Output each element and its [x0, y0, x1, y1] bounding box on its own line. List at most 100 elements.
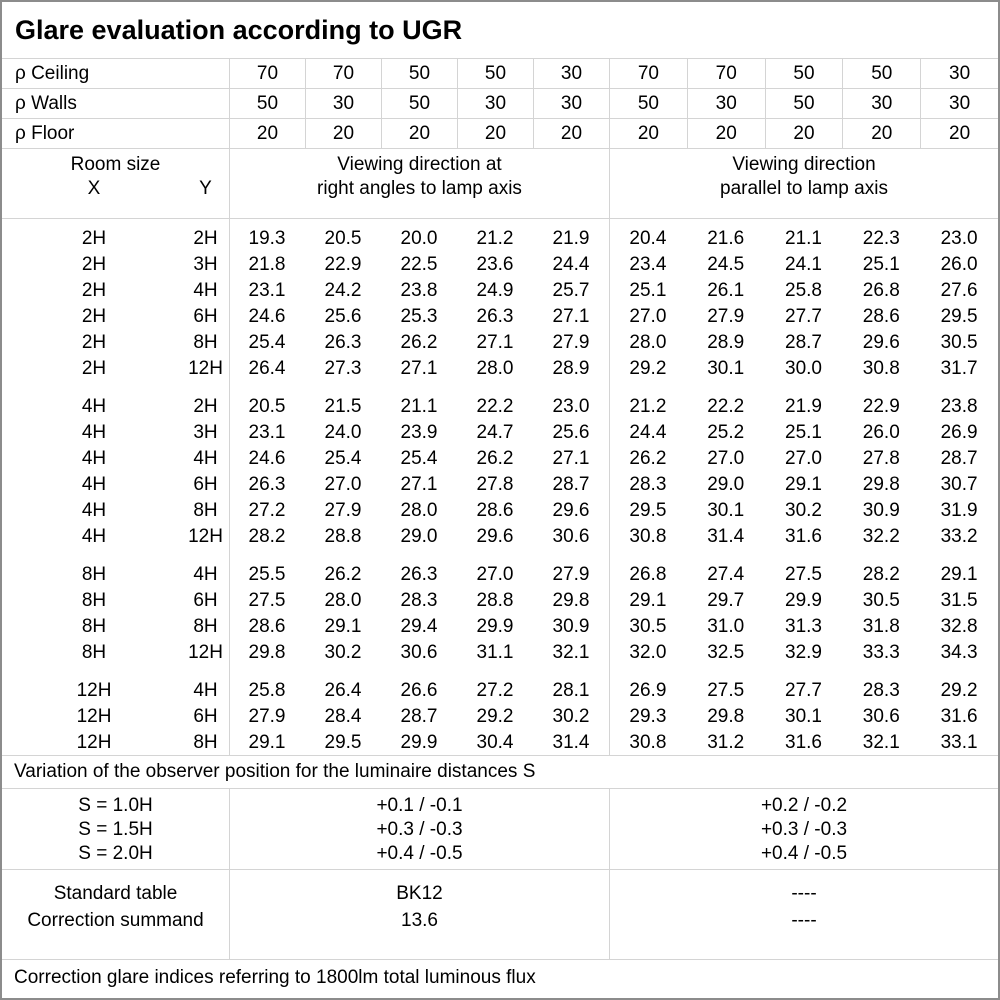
room-x-cell: 2H — [81, 332, 107, 353]
ugr-right-angle-value: 30.9 — [552, 616, 590, 637]
room-x-cell: 4H — [81, 500, 107, 521]
ugr-parallel-value: 32.1 — [862, 732, 900, 753]
x-column-header: X — [87, 178, 101, 199]
ugr-parallel-value: 25.2 — [707, 422, 745, 443]
ugr-parallel-value: 23.4 — [629, 254, 667, 275]
ugr-right-angle-value: 29.1 — [248, 732, 286, 753]
reflectance-value-cell: 30 — [305, 89, 381, 118]
ugr-right-angle-value: 20.0 — [400, 228, 438, 249]
ugr-right-angle-value: 26.3 — [476, 306, 514, 327]
ugr-parallel-value: 30.1 — [785, 706, 822, 727]
spacer — [2, 330, 48, 356]
ugr-right-angle-value: 27.1 — [476, 332, 514, 353]
ugr-parallel-value: 24.1 — [785, 254, 822, 275]
reflectance-value-cell: 20 — [457, 119, 533, 148]
room-y-cell: 2H — [193, 228, 218, 249]
spacer — [2, 588, 48, 614]
ugr-right-angle-value: 29.9 — [476, 616, 514, 637]
ugr-parallel-value: 30.0 — [785, 358, 822, 379]
ugr-right-angle-value: 25.6 — [552, 422, 590, 443]
reflectance-value-cell: 50 — [842, 59, 920, 88]
ugr-parallel-value: 23.0 — [940, 228, 978, 249]
reflectance-row: ρ Floor 20 20 20 20 20 20 20 20 20 20 — [2, 119, 998, 149]
ugr-table-row: 2H 8H 25.4 26.3 26.2 27.1 27.9 28.0 28.9 28.7 29.6… — [2, 330, 998, 356]
spacer — [140, 524, 182, 550]
ugr-right-angle-value: 29.6 — [476, 526, 514, 547]
ugr-parallel-value: 27.9 — [707, 306, 745, 327]
ugr-parallel-value: 30.8 — [629, 526, 667, 547]
ugr-parallel-value: 25.1 — [629, 280, 667, 301]
ugr-right-angle-value: 22.5 — [400, 254, 438, 275]
spacer — [2, 640, 48, 666]
ugr-parallel-value: 30.8 — [862, 358, 900, 379]
ugr-table-row: 12H 4H 25.8 26.4 26.6 27.2 28.1 26.9 27.5 27.7 28.… — [2, 678, 998, 704]
reflectance-value-cell: 50 — [764, 59, 843, 88]
ugr-parallel-value: 30.9 — [862, 500, 900, 521]
room-y-cell: 12H — [188, 526, 223, 547]
ugr-parallel-value: 32.2 — [862, 526, 900, 547]
spacing-value: +0.1 / -0.1 — [376, 795, 463, 816]
ugr-parallel-value: 26.2 — [629, 448, 667, 469]
ugr-right-angle-value: 29.4 — [400, 616, 438, 637]
ugr-right-angle-value: 29.0 — [400, 526, 438, 547]
ugr-right-angle-value: 23.8 — [400, 280, 438, 301]
table-header-row: Room size X Y Viewing direction at right… — [2, 149, 998, 219]
spacer — [140, 330, 182, 356]
ugr-right-angle-value: 24.6 — [248, 306, 286, 327]
reflectance-value-cell: 20 — [533, 119, 609, 148]
spacer — [140, 446, 182, 472]
spacer — [2, 394, 48, 420]
reflectance-value-cell: 20 — [381, 119, 457, 148]
reflectance-value-cell: 30 — [842, 89, 920, 118]
room-size-header-cell: Room size X Y — [2, 149, 229, 218]
ugr-right-angle-value: 26.2 — [476, 448, 514, 469]
y-column-header: Y — [199, 178, 212, 199]
right-angle-header-line2: right angles to lamp axis — [317, 178, 522, 199]
ugr-parallel-value: 26.1 — [707, 280, 745, 301]
ugr-table-row: 8H 12H 29.8 30.2 30.6 31.1 32.1 32.0 32.5 32.9 33.… — [2, 640, 998, 666]
ugr-right-angle-value: 27.1 — [552, 448, 590, 469]
ugr-right-angle-value: 28.2 — [248, 526, 286, 547]
ugr-right-angle-value: 26.4 — [324, 680, 362, 701]
ugr-block: 12H 4H 25.8 26.4 26.6 27.2 28.1 26.9 27.5 27.7 28.… — [2, 678, 998, 756]
ugr-parallel-value: 30.5 — [940, 332, 978, 353]
ugr-parallel-value: 27.8 — [862, 448, 900, 469]
ugr-right-angle-value: 28.0 — [324, 590, 362, 611]
spacer — [140, 252, 182, 278]
ugr-block: 2H 2H 19.3 20.5 20.0 21.2 21.9 20.4 21.6 21.1 22.3… — [2, 226, 998, 382]
ugr-right-angle-value: 32.1 — [552, 642, 590, 663]
spacer — [2, 420, 48, 446]
ugr-parallel-value: 27.0 — [785, 448, 822, 469]
ugr-right-angle-value: 27.0 — [476, 564, 514, 585]
ugr-parallel-value: 26.9 — [629, 680, 667, 701]
ugr-parallel-value: 27.7 — [785, 680, 822, 701]
room-y-cell: 8H — [193, 616, 218, 637]
room-x-cell: 8H — [81, 642, 107, 663]
ugr-parallel-value: 31.3 — [785, 616, 822, 637]
spacing-value: +0.3 / -0.3 — [760, 819, 848, 840]
ugr-parallel-value: 22.3 — [862, 228, 900, 249]
spacer — [2, 678, 48, 704]
reflectance-value-cell: 20 — [842, 119, 920, 148]
spacer — [2, 614, 48, 640]
right-angle-header-line1: Viewing direction at — [337, 154, 502, 175]
ugr-table-row: 2H 12H 26.4 27.3 27.1 28.0 28.9 29.2 30.1 30.0 30.… — [2, 356, 998, 382]
ugr-right-angle-value: 25.3 — [400, 306, 438, 327]
spacing-label: S = 1.0H — [78, 795, 153, 816]
room-y-cell: 4H — [193, 448, 218, 469]
ugr-parallel-value: 30.2 — [785, 500, 822, 521]
room-x-cell: 12H — [76, 680, 112, 701]
ugr-parallel-value: 27.5 — [707, 680, 745, 701]
room-y-cell: 3H — [193, 422, 218, 443]
ugr-parallel-value: 31.4 — [707, 526, 745, 547]
ugr-parallel-value: 29.1 — [629, 590, 667, 611]
ugr-right-angle-value: 21.5 — [324, 396, 362, 417]
ugr-table-row: 12H 6H 27.9 28.4 28.7 29.2 30.2 29.3 29.8 30.1 30.… — [2, 704, 998, 730]
spacer — [2, 226, 48, 252]
ugr-right-angle-value: 27.1 — [552, 306, 590, 327]
ugr-right-angle-value: 29.5 — [324, 732, 362, 753]
ugr-parallel-value: 23.8 — [940, 396, 978, 417]
ugr-block: 4H 2H 20.5 21.5 21.1 22.2 23.0 21.2 22.2 21.9 22.9… — [2, 394, 998, 550]
reflectance-value-cell: 50 — [229, 89, 305, 118]
spacing-value: +0.2 / -0.2 — [760, 795, 848, 816]
